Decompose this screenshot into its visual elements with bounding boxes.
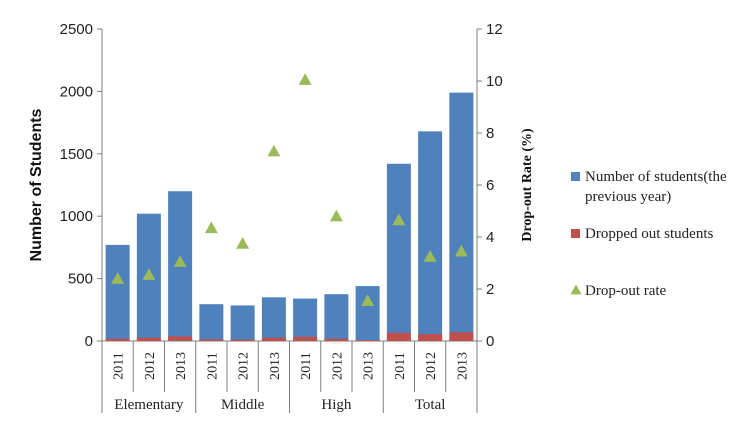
right-tick-label: 6	[486, 177, 494, 194]
marker-dropout-rate	[361, 294, 375, 306]
chart-markers	[111, 73, 468, 306]
bar-students	[230, 305, 255, 341]
left-tick-label: 2000	[60, 83, 93, 100]
category-label: 2011	[299, 352, 314, 379]
marker-dropout-rate	[204, 221, 218, 234]
category-label: 2013	[174, 352, 189, 380]
legend-swatch	[570, 284, 582, 295]
right-tick-label: 12	[486, 21, 503, 38]
category-label: 2012	[424, 352, 439, 380]
bar-students	[386, 163, 411, 341]
left-tick-label: 500	[68, 271, 93, 288]
bar-dropped	[449, 332, 474, 341]
marker-dropout-rate	[111, 272, 125, 284]
chart-bars	[105, 92, 474, 341]
bar-students	[199, 304, 224, 341]
bar-dropped	[355, 340, 380, 341]
bar-dropped	[105, 338, 130, 341]
bar-dropped	[261, 337, 286, 341]
chart-axes	[97, 28, 482, 413]
bar-students	[418, 131, 443, 341]
right-tick-label: 8	[486, 125, 494, 142]
right-tick-label: 10	[486, 73, 503, 90]
legend-swatch	[571, 172, 580, 181]
group-label: Total	[415, 397, 446, 413]
category-label: 2012	[237, 352, 252, 380]
marker-dropout-rate	[392, 213, 406, 226]
marker-dropout-rate	[142, 268, 156, 280]
left-tick-label: 2500	[60, 21, 93, 38]
legend-label: Dropped out students	[585, 226, 713, 242]
bar-dropped	[199, 339, 224, 341]
marker-dropout-rate	[329, 209, 343, 222]
group-label: Middle	[221, 397, 265, 413]
bar-dropped	[324, 338, 349, 341]
bar-dropped	[293, 336, 318, 341]
group-label: Elementary	[114, 397, 184, 413]
marker-dropout-rate	[298, 73, 312, 85]
category-label: 2012	[330, 352, 345, 380]
chart-legend: Number of students(the previous year) Drop…	[570, 169, 727, 299]
category-label: 2011	[112, 352, 127, 379]
bar-students	[293, 298, 318, 341]
marker-dropout-rate	[173, 255, 187, 267]
marker-dropout-rate	[267, 144, 281, 157]
left-tick-label: 1500	[60, 146, 93, 163]
category-label: 2011	[393, 352, 408, 379]
bar-students	[261, 297, 286, 341]
category-label: 2013	[268, 352, 283, 380]
marker-dropout-rate	[454, 244, 468, 257]
bar-dropped	[136, 337, 161, 341]
right-tick-label: 0	[486, 333, 494, 350]
bar-students	[105, 244, 130, 341]
legend-swatch	[571, 229, 580, 238]
legend-label: Drop-out rate	[585, 283, 667, 299]
legend-label: Number of students(the	[585, 169, 727, 185]
category-label: 2012	[143, 352, 158, 380]
bar-students	[449, 92, 474, 341]
bar-dropped	[418, 334, 443, 341]
category-label: 2011	[205, 352, 220, 379]
bar-dropped	[386, 332, 411, 341]
left-tick-label: 1000	[60, 208, 93, 225]
marker-dropout-rate	[236, 237, 250, 249]
legend-label: previous year)	[585, 189, 671, 205]
y-axis-title: Number of Students	[28, 108, 45, 261]
right-tick-label: 4	[486, 229, 494, 246]
left-tick-label: 0	[85, 333, 93, 350]
category-label: 2013	[362, 352, 377, 380]
group-label: High	[321, 397, 352, 413]
marker-dropout-rate	[423, 250, 437, 262]
right-tick-label: 2	[486, 281, 494, 298]
bar-dropped	[230, 339, 255, 341]
bar-dropped	[168, 336, 193, 341]
bar-students	[324, 294, 349, 341]
chart-labels: 0 500 1000 1500 2000 2500 0 2 4 6 8 10 12 2011 2012 201…	[28, 21, 535, 413]
category-label: 2013	[455, 352, 470, 380]
y2-axis-title: Drop-out Rate (%)	[520, 128, 535, 242]
